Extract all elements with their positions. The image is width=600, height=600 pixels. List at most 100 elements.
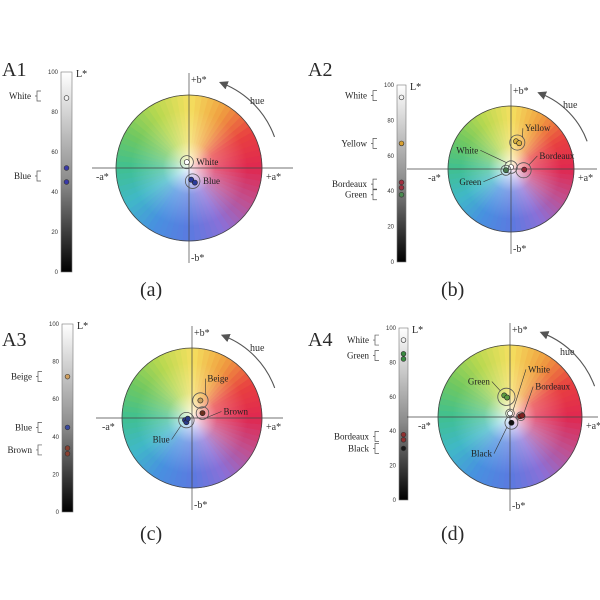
lightness-tick-label: 100 (384, 83, 395, 89)
lightness-tick-label: 80 (389, 360, 396, 366)
label-bracket (371, 138, 377, 149)
hue-indicator: hue (219, 81, 276, 138)
b-negative-label: -b* (194, 500, 207, 511)
cluster-ring (505, 408, 515, 419)
hue-arrow (220, 333, 276, 389)
cluster-label: Beige (207, 374, 228, 384)
sample-point (199, 410, 206, 416)
lightness-scale: L* 100 80 60 40 20 0 White Green Bordeaux Black (334, 325, 423, 504)
lightness-tick-label: 100 (48, 70, 59, 76)
lightness-sample-dot (400, 445, 407, 452)
b-negative-label: -b* (191, 253, 204, 264)
panel-a3: A3(c)L*100806040200BeigeBlueBrown+b*-b*+… (2, 321, 283, 545)
label-leader-line (528, 155, 538, 166)
sample-side-label: White (347, 335, 369, 345)
lightness-gradient-bar (396, 84, 407, 263)
lightness-sample-dot (64, 424, 71, 431)
a-negative-label: -a* (102, 422, 115, 433)
a-positive-label: +a* (586, 421, 600, 432)
hue-label: hue (250, 343, 265, 354)
sample-side-label: Beige (11, 372, 32, 382)
sample-point (519, 412, 526, 419)
cluster-label: White (456, 145, 478, 155)
cluster-ring (179, 155, 194, 170)
panel-a4: A4 (d) L* 100 80 60 40 20 0 White Green Bordeaux Bla… (308, 323, 600, 545)
cluster-ring (195, 406, 210, 420)
lightness-tick-label: 40 (387, 189, 394, 195)
lightness-tick-label: 0 (55, 270, 59, 276)
label-bracket (371, 178, 377, 190)
lightness-sample-dot (63, 95, 70, 101)
cluster-label: Brown (224, 407, 249, 417)
cluster-label: Green (459, 177, 481, 187)
panel-caption: (d) (441, 523, 464, 545)
a-negative-label: -a* (418, 421, 431, 432)
lightness-sample-dot (398, 184, 405, 191)
hue-arrow (219, 81, 276, 138)
sample-clusters: Yellow White Bordeaux Green (456, 123, 575, 187)
cluster-label: Bordeaux (535, 382, 570, 392)
label-leader-line (493, 427, 508, 454)
label-leader-line (523, 386, 534, 414)
sample-point (521, 166, 528, 173)
sample-point (184, 415, 191, 422)
hue-arrow (537, 91, 588, 142)
sample-point (507, 410, 513, 417)
sample-point (503, 167, 509, 174)
lightness-sample-dot (400, 351, 407, 357)
label-bracket (371, 90, 377, 101)
label-bracket (371, 189, 377, 201)
label-leader-line (491, 381, 501, 391)
lightness-scale: L* 100 80 60 40 20 0 White Blue (9, 69, 87, 276)
lightness-tick-label: 60 (51, 150, 58, 156)
lightness-tick-label: 40 (52, 435, 59, 441)
sample-side-label: White (9, 91, 31, 101)
lightness-tick-label: 100 (49, 322, 60, 328)
lightness-axis-label: L* (410, 82, 421, 93)
lightness-sample-dot (400, 437, 407, 443)
lightness-tick-label: 0 (393, 498, 397, 504)
panel-a1: A1 (a) L* 100 80 60 40 20 0 White Blue +b* -b* +a* -a*… (2, 59, 293, 301)
label-bracket (373, 334, 379, 346)
lightness-tick-label: 60 (387, 154, 394, 160)
sample-side-label: Bordeaux (332, 179, 367, 189)
cluster-label: White (196, 157, 218, 167)
lightness-sample-dot (398, 179, 405, 186)
lightness-sample-dot (63, 165, 70, 171)
lightness-tick-label: 60 (52, 397, 59, 403)
hue-label: hue (560, 347, 575, 358)
lightness-gradient-bar (60, 71, 73, 273)
cluster-label: Green (468, 377, 490, 387)
lightness-tick-label: 0 (56, 510, 60, 516)
label-bracket (373, 431, 379, 442)
color-wheel (115, 94, 263, 242)
label-bracket (373, 443, 379, 454)
lightness-sample-dot (64, 445, 71, 451)
lightness-tick-label: 80 (52, 360, 59, 366)
lightness-gradient-bar (61, 323, 74, 513)
sample-side-label: Black (348, 443, 369, 453)
sample-point (183, 159, 190, 166)
sample-side-label: Bordeaux (334, 431, 369, 441)
b-positive-label: +b* (513, 86, 529, 97)
panel-id-label: A3 (2, 329, 26, 351)
color-wheel (437, 344, 583, 490)
sample-side-label: Brown (8, 445, 33, 455)
b-negative-label: -b* (513, 244, 526, 255)
sample-side-label: Green (347, 351, 369, 361)
b-positive-label: +b* (512, 325, 528, 336)
lightness-tick-label: 100 (386, 326, 397, 332)
label-bracket (35, 170, 41, 182)
hue-indicator: hue (537, 91, 588, 142)
lightness-axis-label: L* (412, 325, 423, 336)
a-negative-label: -a* (96, 172, 109, 183)
panel-id-label: A1 (2, 59, 26, 81)
lightness-tick-label: 20 (52, 472, 59, 478)
lightness-sample-dot (400, 356, 407, 362)
sample-point (508, 419, 515, 426)
cluster-label: White (528, 364, 550, 374)
lightness-sample-dot (64, 451, 71, 457)
lightness-tick-label: 40 (51, 190, 58, 196)
